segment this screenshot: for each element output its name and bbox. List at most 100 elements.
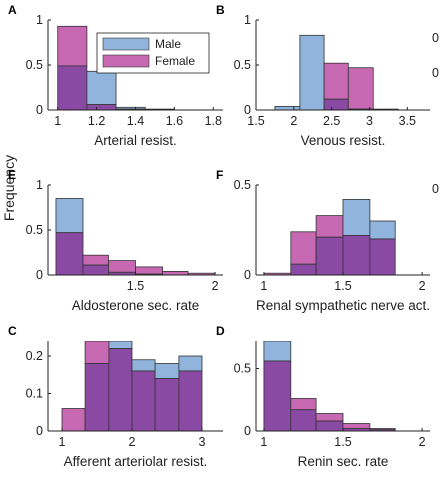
bars bbox=[55, 198, 216, 275]
bars bbox=[263, 341, 396, 431]
y-axis-label: Frequency bbox=[1, 155, 17, 221]
x-tick-label: 1.6 bbox=[166, 114, 183, 128]
y-tick-label: 0 bbox=[36, 268, 43, 282]
panel-a: 0 0.5 1 1 1.2 1.4 1.6 1.8 Arterial resist. A bbox=[8, 3, 223, 148]
y-tick-label: 0 bbox=[244, 424, 251, 438]
y-tick-label: 1 bbox=[36, 178, 43, 192]
x-axis-label: Renal sympathetic nerve act. bbox=[256, 298, 430, 313]
male-bar bbox=[299, 34, 325, 110]
x-tick-label: 1 bbox=[260, 279, 267, 293]
y-tick-label: 0.1 bbox=[26, 387, 43, 401]
legend: Male Female bbox=[96, 32, 210, 74]
x-tick-label: 2 bbox=[419, 435, 426, 449]
female-bar bbox=[347, 67, 374, 110]
overlap-bar bbox=[154, 378, 180, 431]
y-tick-label: 0.2 bbox=[26, 349, 43, 363]
x-axis-label: Arterial resist. bbox=[94, 133, 177, 148]
female-bar bbox=[108, 260, 136, 273]
panel-b: 0 0.5 1 1.5 2 2.5 3 3.5 Venous resist. B bbox=[216, 3, 430, 148]
x-tick-label: 3 bbox=[366, 114, 373, 128]
female-bar bbox=[84, 341, 110, 364]
female-bar bbox=[57, 25, 88, 67]
x-axis-label: Renin sec. rate bbox=[298, 454, 389, 469]
edge-mark: 0 bbox=[432, 31, 439, 45]
female-bar bbox=[135, 266, 163, 275]
male-bar bbox=[108, 341, 133, 349]
male-bar bbox=[86, 70, 117, 106]
panel-letter: B bbox=[216, 3, 225, 17]
x-tick-label: 1.2 bbox=[88, 114, 105, 128]
overlap-bar bbox=[369, 429, 396, 431]
overlap-bar bbox=[57, 65, 88, 110]
y-tick-label: 0 bbox=[244, 268, 251, 282]
female-bar bbox=[61, 408, 86, 431]
male-bar bbox=[178, 355, 203, 372]
bars bbox=[61, 341, 203, 431]
female-bar bbox=[342, 423, 371, 429]
female-bar bbox=[290, 231, 317, 265]
bars bbox=[57, 25, 175, 110]
edge-mark: 0 bbox=[432, 182, 439, 196]
overlap-bar bbox=[86, 104, 117, 110]
y-tick-label: 0.5 bbox=[234, 178, 251, 192]
male-bar bbox=[131, 359, 156, 372]
panel-letter: F bbox=[216, 168, 223, 182]
legend-swatch bbox=[102, 54, 150, 68]
panel-letter: C bbox=[8, 324, 17, 338]
y-tick-label: 0.5 bbox=[26, 58, 43, 72]
x-tick-label: 2 bbox=[419, 279, 426, 293]
overlap-bar bbox=[108, 348, 133, 431]
x-tick-label: 1 bbox=[59, 435, 66, 449]
bars bbox=[263, 198, 396, 275]
female-bar bbox=[323, 62, 349, 100]
y-tick-label: 1 bbox=[244, 13, 251, 27]
male-bar bbox=[342, 198, 371, 236]
overlap-bar bbox=[342, 234, 371, 275]
x-tick-label: 2 bbox=[212, 279, 219, 293]
x-tick-label: 1.5 bbox=[127, 279, 144, 293]
x-tick-label: 1.5 bbox=[334, 435, 351, 449]
x-tick-label: 1 bbox=[54, 114, 61, 128]
y-tick-label: 0 bbox=[244, 103, 251, 117]
panel-c: 0 0.1 0.2 1 2 3 Afferent arteriolar resist. C bbox=[8, 324, 223, 469]
overlap-bar bbox=[178, 370, 203, 431]
x-tick-label: 3 bbox=[199, 435, 206, 449]
female-bar bbox=[162, 270, 189, 275]
overlap-bar bbox=[55, 232, 84, 275]
overlap-bar bbox=[84, 363, 110, 431]
x-tick-label: 1.4 bbox=[127, 114, 144, 128]
x-tick-label: 2.5 bbox=[323, 114, 340, 128]
x-axis-label: Venous resist. bbox=[301, 133, 386, 148]
overlap-bar bbox=[263, 360, 292, 431]
panel-letter: E bbox=[8, 168, 16, 182]
panel-letter: A bbox=[8, 3, 17, 17]
female-bar bbox=[315, 215, 344, 238]
panel-d: 0 0.5 1 1.5 2 Renin sec. rate D bbox=[216, 324, 430, 469]
overlap-bar bbox=[290, 409, 317, 431]
y-tick-label: 0.5 bbox=[26, 223, 43, 237]
male-bar bbox=[55, 198, 84, 234]
overlap-bar bbox=[315, 236, 344, 275]
y-tick-label: 0.5 bbox=[234, 58, 251, 72]
x-axis-label: Aldosterone sec. rate bbox=[72, 298, 200, 313]
legend-label: Female bbox=[155, 54, 195, 68]
male-bar bbox=[154, 363, 180, 379]
y-tick-label: 0.5 bbox=[234, 362, 251, 376]
overlap-bar bbox=[323, 98, 349, 110]
panel-f: 0 0.5 1 1.5 2 Renal sympathetic nerve act. F bbox=[216, 168, 430, 313]
edge-mark: 0 bbox=[432, 66, 439, 80]
bars bbox=[274, 34, 399, 110]
overlap-bar bbox=[82, 264, 109, 275]
x-axis-label: Afferent arteriolar resist. bbox=[64, 454, 208, 469]
panel-e: 0 0.5 1 1.5 2 Aldosterone sec. rate E bbox=[8, 168, 223, 313]
y-tick-label: 1 bbox=[36, 13, 43, 27]
panel-letter: D bbox=[216, 324, 225, 338]
x-tick-label: 2 bbox=[129, 435, 136, 449]
male-bar bbox=[369, 220, 396, 240]
legend-swatch bbox=[102, 37, 150, 51]
x-tick-label: 1.5 bbox=[247, 114, 264, 128]
x-tick-label: 2 bbox=[290, 114, 297, 128]
x-tick-label: 1 bbox=[260, 435, 267, 449]
overlap-bar bbox=[131, 370, 156, 431]
